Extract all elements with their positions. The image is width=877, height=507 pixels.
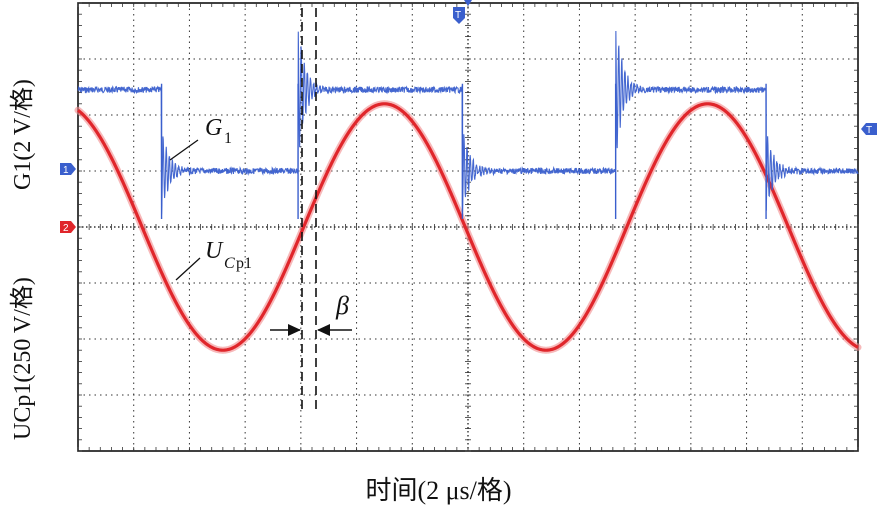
beta-arrowhead-left [288, 324, 301, 336]
annotations: G 1 U C p1 β 1 2 T T [60, 0, 877, 414]
trigger-top-marker: T [453, 7, 465, 24]
g1-trace [77, 30, 859, 218]
y-axis-label-ucp1: UCp1(250 V/格) [9, 277, 36, 440]
ucp1-leader-line [175, 257, 201, 281]
svg-text:1: 1 [63, 165, 69, 176]
beta-arrowhead-right [317, 324, 330, 336]
g1-leader-line [169, 139, 199, 161]
ucp1-label: U [205, 238, 224, 264]
ucp1-label-sub-p1: p1 [236, 255, 252, 272]
ucp1-trace [77, 102, 859, 352]
ch2-marker: 2 [60, 221, 76, 234]
traces [74, 30, 862, 354]
svg-text:2: 2 [63, 223, 69, 234]
svg-text:T: T [866, 125, 872, 136]
ucp1-label-sub-c: C [224, 255, 235, 272]
beta-label: β [335, 291, 349, 320]
x-axis-label: 时间(2 μs/格) [365, 476, 512, 505]
ch1-marker: 1 [60, 163, 76, 176]
svg-text:T: T [455, 10, 461, 21]
trigger-right-marker: T [861, 123, 877, 136]
y-axis-label-g1: G1(2 V/格) [9, 79, 36, 190]
g1-label-sub: 1 [224, 130, 232, 147]
top-edge-marker [464, 0, 472, 6]
g1-label: G [205, 115, 222, 141]
